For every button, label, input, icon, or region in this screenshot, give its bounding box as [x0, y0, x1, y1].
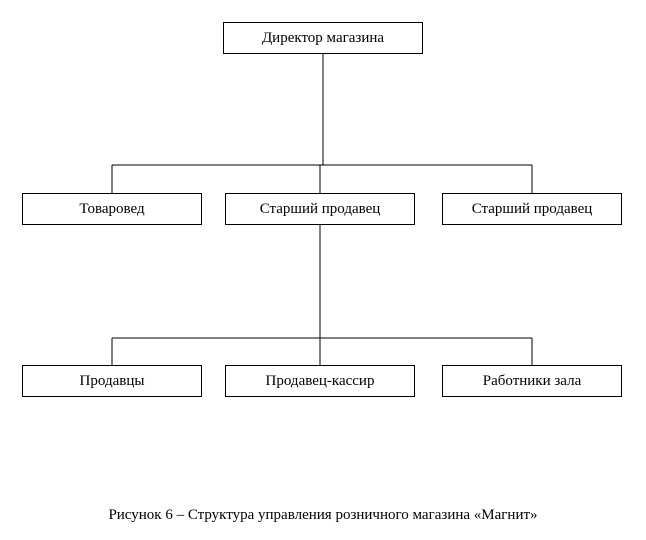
node-cashier: Продавец-кассир [225, 365, 415, 397]
figure-caption: Рисунок 6 – Структура управления розничн… [0, 507, 646, 524]
org-chart-edges [0, 0, 646, 540]
node-sellers: Продавцы [22, 365, 202, 397]
node-hallworkers: Работники зала [442, 365, 622, 397]
node-director: Директор магазина [223, 22, 423, 54]
node-senior2: Старший продавец [442, 193, 622, 225]
node-tovaroved: Товаровед [22, 193, 202, 225]
node-senior1: Старший продавец [225, 193, 415, 225]
